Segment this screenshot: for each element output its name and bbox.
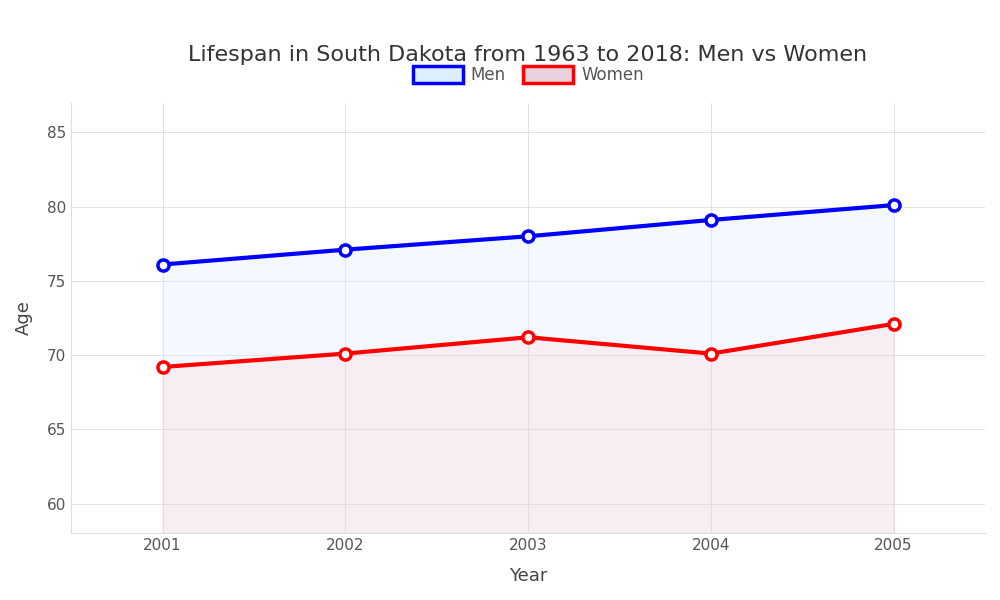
Legend: Men, Women: Men, Women	[406, 59, 650, 91]
Y-axis label: Age: Age	[15, 301, 33, 335]
Title: Lifespan in South Dakota from 1963 to 2018: Men vs Women: Lifespan in South Dakota from 1963 to 20…	[188, 45, 868, 65]
X-axis label: Year: Year	[509, 567, 547, 585]
